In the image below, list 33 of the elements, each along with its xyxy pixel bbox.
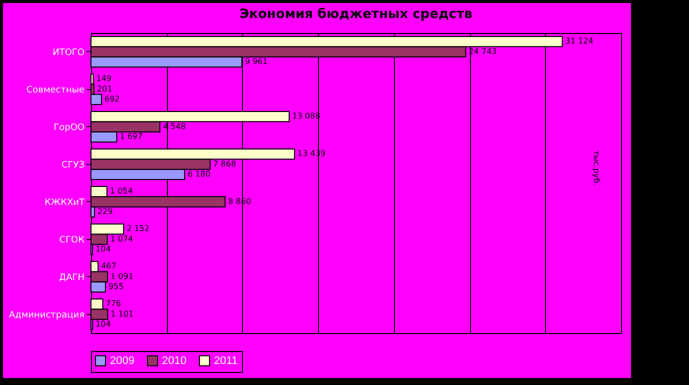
data-label: 1 091 <box>110 272 134 281</box>
data-label: 104 <box>96 244 111 254</box>
data-label: 692 <box>104 94 120 104</box>
data-label: 1 074 <box>110 234 134 244</box>
data-label: 776 <box>106 299 122 308</box>
data-label: 1 054 <box>110 186 133 196</box>
data-label: 149 <box>96 74 112 84</box>
data-label: 1 697 <box>120 132 143 141</box>
y-tick-label: ГорОО <box>54 122 84 133</box>
data-label: 31 124 <box>565 36 594 46</box>
data-label: 1 101 <box>110 309 134 318</box>
data-label: 104 <box>96 319 111 328</box>
y-tick-label: Администрация <box>8 310 84 320</box>
data-label: 2 152 <box>126 224 150 234</box>
data-label: 467 <box>101 262 116 271</box>
data-label: 955 <box>108 282 124 291</box>
chart-title: Экономия бюджетных средств <box>240 7 472 22</box>
data-label: 4 548 <box>162 122 186 131</box>
y-tick-label: СГОК <box>59 235 86 246</box>
data-label: 9 961 <box>244 56 268 66</box>
legend-label: 2009 <box>110 354 134 367</box>
legend-label: 2011 <box>214 354 238 367</box>
data-label: 201 <box>97 84 112 94</box>
data-label: 7 868 <box>213 159 236 168</box>
y-tick-label: КЖКХиТ <box>44 198 85 208</box>
annotation: тыс.руб. <box>592 150 601 186</box>
y-tick-label: ИТОГО <box>52 48 84 58</box>
y-tick-label: Совместные <box>26 85 85 96</box>
y-tick-label: ДАГН <box>59 272 84 283</box>
data-label: 229 <box>97 206 113 216</box>
legend-label: 2010 <box>162 354 186 367</box>
data-label: 6 180 <box>188 169 210 178</box>
y-tick-label: СГУЗ <box>61 160 85 170</box>
